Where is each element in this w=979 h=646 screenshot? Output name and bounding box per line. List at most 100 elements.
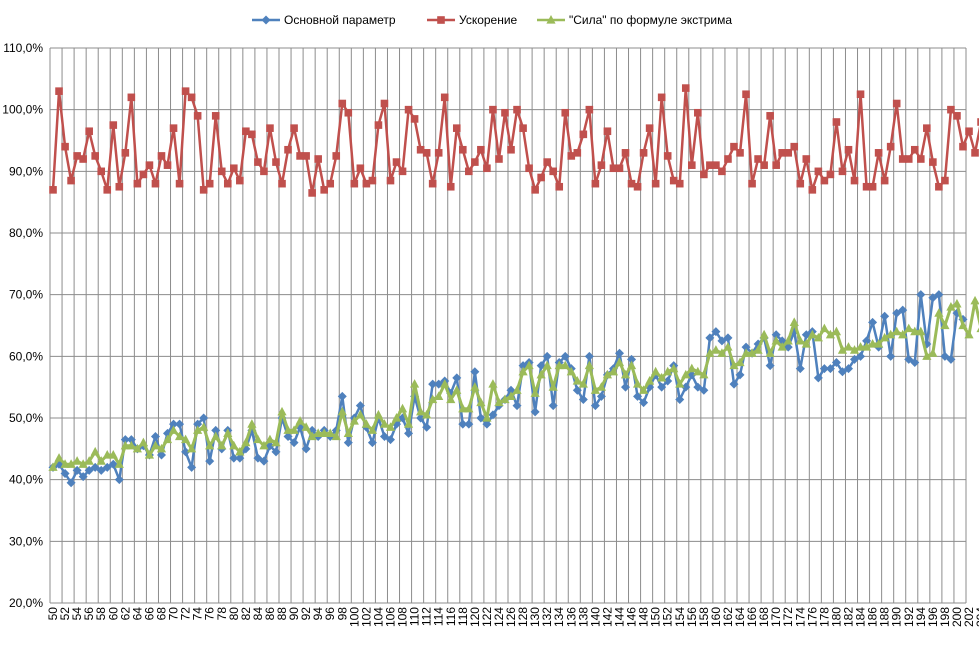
data-point [681, 369, 691, 379]
data-point [964, 329, 974, 339]
data-point [163, 161, 172, 169]
data-point [596, 391, 606, 401]
x-tick-label: 66 [142, 607, 156, 621]
data-point [205, 440, 215, 450]
data-point [807, 329, 817, 339]
data-point [199, 422, 209, 431]
data-point [627, 179, 636, 188]
data-point [615, 164, 624, 173]
data-point [308, 189, 316, 197]
data-point [452, 124, 461, 132]
data-point [621, 382, 631, 392]
data-point [831, 358, 841, 367]
legend-label: Ускорение [459, 13, 518, 27]
data-point [657, 93, 666, 102]
data-point [657, 382, 667, 392]
data-point [904, 354, 914, 364]
data-point [404, 428, 414, 438]
data-point [741, 342, 751, 352]
data-point [542, 360, 552, 370]
data-point [916, 326, 926, 336]
data-point [718, 167, 726, 176]
data-point [561, 108, 570, 117]
data-point [874, 149, 883, 157]
data-point [886, 351, 896, 361]
data-point [446, 394, 456, 404]
data-point [681, 84, 690, 92]
data-point [272, 158, 280, 166]
data-point [560, 351, 570, 361]
series-triangle [48, 295, 979, 471]
data-point [760, 161, 768, 169]
data-point [452, 373, 462, 383]
data-point [849, 345, 860, 354]
data-point [928, 348, 938, 357]
data-point [825, 329, 836, 339]
x-tick-label: 118 [456, 607, 470, 626]
data-point [211, 425, 221, 435]
x-tick-label: 100 [347, 607, 361, 627]
data-point [904, 155, 913, 163]
data-point [723, 333, 733, 343]
data-point [736, 149, 744, 157]
data-point [90, 446, 100, 456]
x-tick-label: 86 [263, 607, 277, 621]
x-tick-label: 176 [805, 607, 819, 627]
data-point [959, 142, 967, 151]
data-point [777, 342, 787, 351]
data-point [621, 149, 630, 157]
data-point [367, 425, 378, 434]
x-tick-label: 90 [287, 607, 301, 621]
data-point [693, 366, 703, 376]
data-point [350, 179, 359, 188]
data-point [627, 354, 637, 364]
x-tick-label: 60 [106, 607, 120, 621]
data-point [471, 158, 479, 166]
x-tick-label: 164 [733, 607, 747, 627]
data-point [772, 161, 780, 169]
data-point [861, 342, 872, 351]
data-point [422, 422, 432, 432]
data-point [754, 155, 762, 163]
data-point [554, 360, 564, 370]
data-point [379, 419, 390, 428]
x-tick-label: 82 [239, 607, 253, 621]
data-point [935, 182, 943, 191]
data-point [307, 431, 317, 441]
data-point [175, 419, 185, 429]
data-point [283, 425, 293, 434]
y-tick-label: 110,0% [3, 41, 43, 55]
data-point [344, 108, 353, 117]
data-point [651, 179, 660, 188]
data-point [181, 447, 191, 457]
x-tick-label: 84 [251, 607, 265, 621]
data-point [874, 339, 884, 348]
data-point [193, 425, 203, 434]
x-tick-label: 148 [637, 607, 651, 627]
x-tick-label: 98 [335, 607, 349, 621]
x-tick-label: 56 [82, 607, 96, 621]
data-point [706, 161, 714, 169]
data-point [808, 186, 817, 194]
data-point [121, 149, 130, 157]
data-point [608, 366, 619, 376]
data-point [843, 364, 853, 374]
data-point [61, 142, 69, 151]
x-tick-label: 52 [58, 607, 72, 621]
data-point [410, 115, 419, 123]
x-axis: 5052545658606264666870727476788082848688… [46, 607, 979, 627]
data-point [254, 158, 262, 166]
data-point [428, 394, 438, 404]
data-point [940, 320, 950, 330]
x-tick-label: 114 [432, 607, 446, 626]
data-point [711, 327, 721, 337]
data-point [385, 435, 395, 445]
data-point [730, 142, 738, 151]
data-point [343, 428, 353, 438]
data-point [385, 422, 396, 431]
data-point [614, 357, 625, 367]
data-point [633, 391, 643, 401]
data-point [437, 16, 445, 24]
x-tick-label: 78 [215, 607, 229, 621]
data-point [855, 342, 866, 351]
